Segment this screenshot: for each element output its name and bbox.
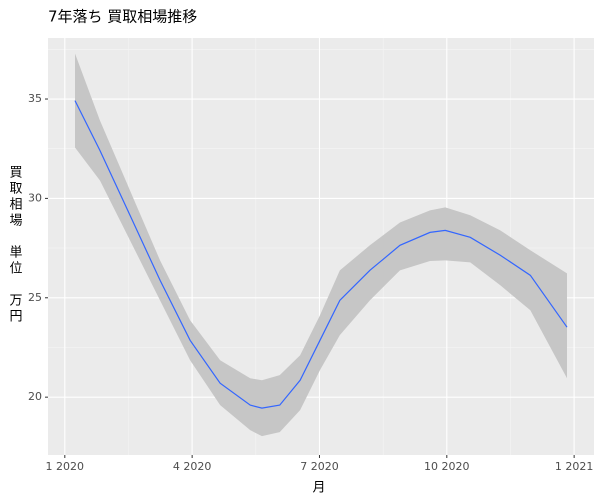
x-tick-label: 4 2020 [173,460,212,473]
x-tick-label: 1 2020 [46,460,85,473]
y-axis-label: 買取相場 単位 万円 [7,165,23,325]
y-tick-label: 30 [28,191,42,204]
chart-title: 7年落ち 買取相場推移 [48,8,197,26]
x-tick-label: 10 2020 [424,460,470,473]
y-tick-label: 25 [28,291,42,304]
x-tick-label: 7 2020 [300,460,339,473]
y-tick-label: 35 [28,92,42,105]
x-axis-label: 月 [312,481,325,496]
smooth-line [74,100,568,409]
y-tick-label: 20 [28,390,42,403]
confidence-band [74,53,568,437]
x-tick-label: 1 2021 [555,460,594,473]
